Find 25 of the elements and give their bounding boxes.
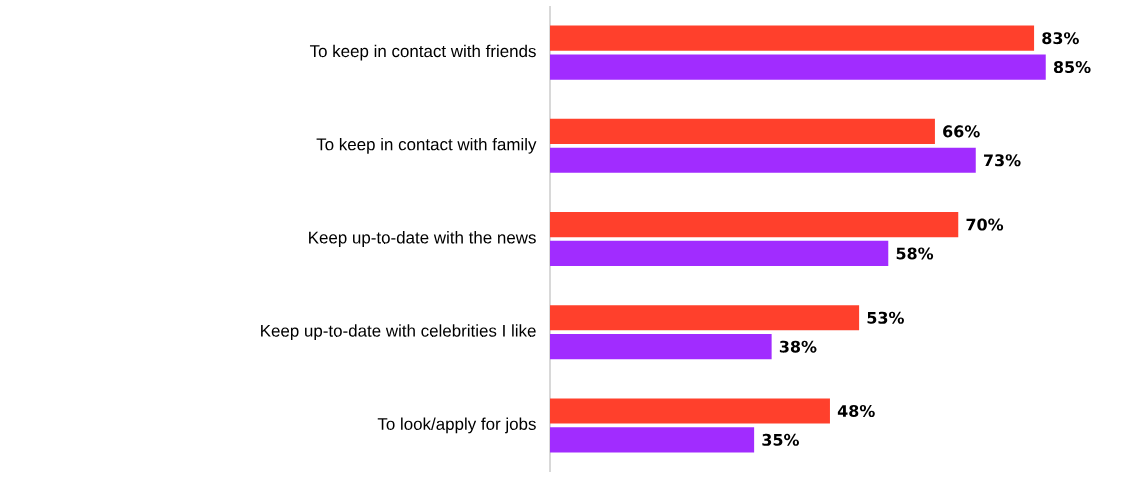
- data-label: 58%: [896, 247, 934, 260]
- bar: [550, 211, 959, 238]
- y-tick-label: To keep in contact with friends: [309, 44, 536, 61]
- data-label: 66%: [943, 125, 980, 138]
- data-label: 48%: [837, 404, 875, 417]
- bar: [550, 118, 935, 144]
- data-label: 38%: [779, 340, 817, 353]
- data-label: 70%: [966, 218, 1004, 231]
- y-tick-label: To look/apply for jobs: [377, 417, 536, 434]
- bar: [550, 25, 1035, 51]
- bar: [550, 54, 1046, 80]
- y-tick-label: Keep up-to-date with the news: [309, 231, 536, 247]
- data-label: 73%: [984, 154, 1021, 167]
- y-tick-label: Keep up-to-date with celebrities I like: [261, 324, 536, 341]
- data-label: 35%: [762, 433, 799, 446]
- bar: [550, 305, 860, 331]
- bar: [550, 427, 755, 453]
- bar: [550, 240, 889, 267]
- bar: [550, 398, 830, 424]
- data-label: 53%: [867, 311, 904, 324]
- y-tick-label: To keep in contact with family: [316, 137, 537, 154]
- data-label: 83%: [1042, 32, 1079, 45]
- bar: [550, 334, 772, 360]
- bar: [550, 147, 976, 173]
- data-label: 85%: [1053, 61, 1091, 74]
